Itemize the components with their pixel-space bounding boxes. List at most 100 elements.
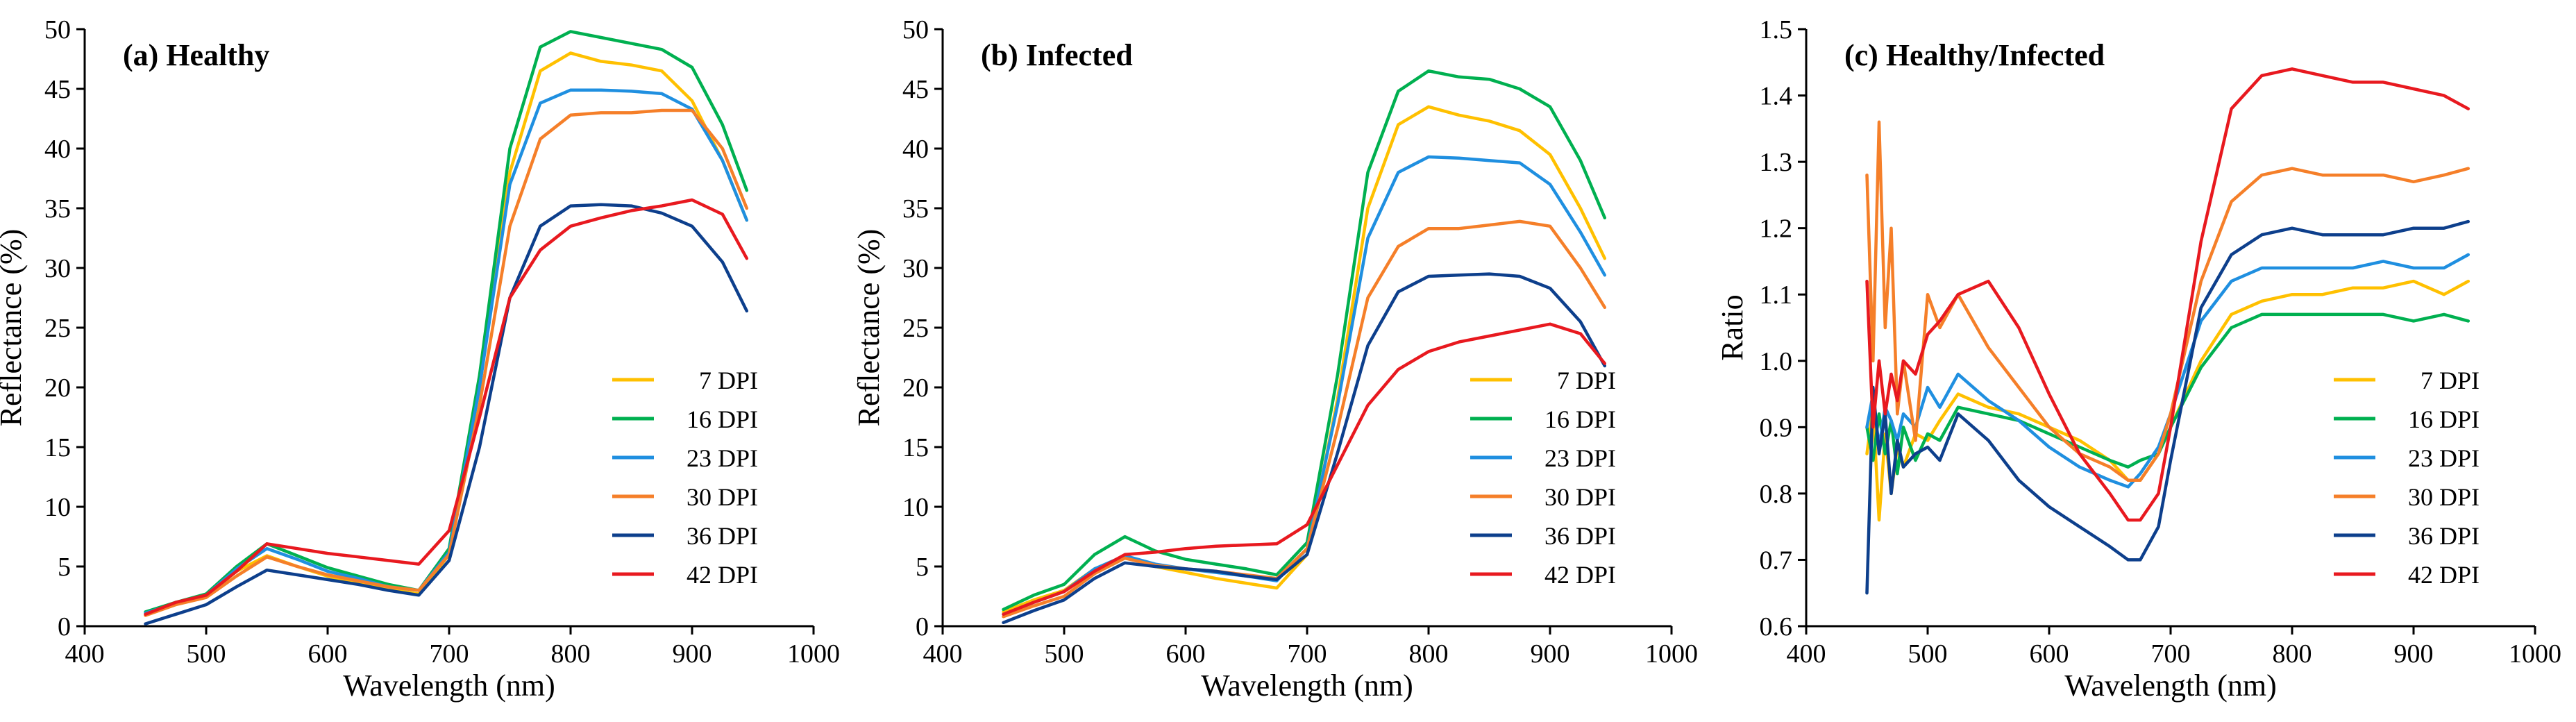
- x-tick-label: 400: [1787, 639, 1826, 669]
- chart-panel-3: 400 500 600 700 800 900 1000 0.6 0.7 0.8 0.9 1.0 1.1…: [1715, 15, 2561, 703]
- x-tick-label: 900: [2394, 639, 2434, 669]
- legend: 7 DPI 16 DPI 23 DPI 30 DPI 36 DPI 42 DPI: [1470, 367, 1616, 589]
- x-tick-label: 500: [1908, 639, 1948, 669]
- y-tick-label: 1.5: [1760, 15, 1793, 44]
- series-line-16-dpi: [1865, 312, 2470, 476]
- y-axis-title: Reflectance (%): [0, 229, 28, 427]
- y-tick-label: 0.6: [1760, 612, 1793, 641]
- y-tick-label: 0: [58, 612, 71, 641]
- x-tick-label: 600: [1166, 639, 1206, 669]
- y-tick-label: 20: [44, 373, 71, 403]
- y-tick-label: 1.1: [1760, 280, 1793, 310]
- y-tick-label: 0.9: [1760, 413, 1793, 442]
- legend-label: 16 DPI: [2408, 405, 2480, 433]
- series-line-7-dpi: [144, 51, 749, 616]
- x-tick-label: 600: [2030, 639, 2069, 669]
- y-tick-label: 1.4: [1760, 82, 1793, 111]
- legend-label: 42 DPI: [1544, 561, 1616, 589]
- y-tick-label: 30: [902, 254, 929, 283]
- y-tick-label: 50: [44, 15, 71, 44]
- x-tick-label: 700: [430, 639, 469, 669]
- legend: 7 DPI 16 DPI 23 DPI 30 DPI 36 DPI 42 DPI: [2334, 367, 2480, 589]
- y-tick-label: 50: [902, 15, 929, 44]
- panel-title: (a) Healthy: [123, 38, 269, 72]
- legend-label: 16 DPI: [1544, 405, 1616, 433]
- series-line-36-dpi: [1865, 219, 2470, 595]
- x-tick-label: 900: [673, 639, 712, 669]
- series-line-30-dpi: [1002, 219, 1607, 619]
- legend-label: 42 DPI: [687, 561, 758, 589]
- legend-label: 7 DPI: [2421, 367, 2480, 394]
- y-tick-label: 10: [44, 493, 71, 522]
- y-tick-label: 45: [44, 75, 71, 104]
- legend-label: 7 DPI: [1557, 367, 1616, 394]
- legend-label: 30 DPI: [2408, 483, 2480, 511]
- y-tick-label: 1.2: [1760, 215, 1793, 244]
- y-tick-label: 30: [44, 254, 71, 283]
- legend-label: 23 DPI: [687, 444, 758, 472]
- y-tick-label: 25: [902, 314, 929, 343]
- series-line-36-dpi: [144, 203, 749, 626]
- series-line-16-dpi: [144, 30, 749, 614]
- x-tick-label: 1000: [787, 639, 840, 669]
- y-tick-label: 25: [44, 314, 71, 343]
- x-tick-label: 800: [1409, 639, 1449, 669]
- y-tick-label: 5: [58, 553, 71, 582]
- y-tick-label: 45: [902, 75, 929, 104]
- series-line-16-dpi: [1002, 69, 1607, 612]
- x-axis-title: Wavelength (nm): [2064, 669, 2277, 703]
- x-tick-label: 700: [1288, 639, 1327, 669]
- legend-label: 7 DPI: [699, 367, 758, 394]
- legend-label: 30 DPI: [1544, 483, 1616, 511]
- y-tick-label: 15: [44, 433, 71, 462]
- x-tick-label: 500: [1045, 639, 1084, 669]
- series-line-30-dpi: [1865, 120, 2470, 482]
- legend-label: 23 DPI: [1544, 444, 1616, 472]
- y-tick-label: 40: [902, 135, 929, 164]
- chart-panel-2: 400 500 600 700 800 900 1000 0 5 10 15 20 25 30 35 40 45…: [852, 15, 1698, 703]
- x-tick-label: 800: [551, 639, 591, 669]
- y-tick-label: 0.7: [1760, 546, 1793, 575]
- x-tick-label: 1000: [1645, 639, 1698, 669]
- x-tick-label: 400: [923, 639, 963, 669]
- panel-title: (c) Healthy/Infected: [1844, 38, 2105, 72]
- series-line-7-dpi: [1002, 105, 1607, 614]
- y-tick-label: 5: [916, 553, 929, 582]
- y-tick-label: 40: [44, 135, 71, 164]
- x-tick-label: 1000: [2509, 639, 2561, 669]
- y-axis-title: Ratio: [1715, 294, 1749, 360]
- y-tick-label: 1.3: [1760, 148, 1793, 177]
- chart-panel-1: 400 500 600 700 800 900 1000 0 5 10 15 20 25 30 35 40 45…: [0, 15, 840, 703]
- y-tick-label: 20: [902, 373, 929, 403]
- legend-label: 36 DPI: [2408, 522, 2480, 550]
- y-tick-label: 0: [916, 612, 929, 641]
- legend-label: 36 DPI: [687, 522, 758, 550]
- x-axis-title: Wavelength (nm): [1201, 669, 1413, 703]
- legend: 7 DPI 16 DPI 23 DPI 30 DPI 36 DPI 42 DPI: [612, 367, 758, 589]
- x-tick-label: 700: [2151, 639, 2191, 669]
- panel-title: (b) Infected: [981, 38, 1133, 72]
- x-tick-label: 800: [2273, 639, 2312, 669]
- y-tick-label: 35: [44, 194, 71, 224]
- legend-label: 42 DPI: [2408, 561, 2480, 589]
- x-tick-label: 400: [65, 639, 105, 669]
- y-tick-label: 1.0: [1760, 347, 1793, 376]
- legend-label: 36 DPI: [1544, 522, 1616, 550]
- series-line-36-dpi: [1002, 272, 1607, 625]
- y-tick-label: 15: [902, 433, 929, 462]
- legend-label: 23 DPI: [2408, 444, 2480, 472]
- y-tick-label: 0.8: [1760, 480, 1793, 509]
- legend-label: 30 DPI: [687, 483, 758, 511]
- y-tick-label: 35: [902, 194, 929, 224]
- x-tick-label: 500: [187, 639, 226, 669]
- x-axis-title: Wavelength (nm): [343, 669, 555, 703]
- series-line-42-dpi: [1865, 67, 2470, 522]
- legend-label: 16 DPI: [687, 405, 758, 433]
- x-tick-label: 900: [1531, 639, 1570, 669]
- series-line-30-dpi: [144, 108, 749, 617]
- x-tick-label: 600: [308, 639, 348, 669]
- series-line-42-dpi: [144, 198, 749, 616]
- y-tick-label: 10: [902, 493, 929, 522]
- y-axis-title: Reflectance (%): [852, 229, 886, 427]
